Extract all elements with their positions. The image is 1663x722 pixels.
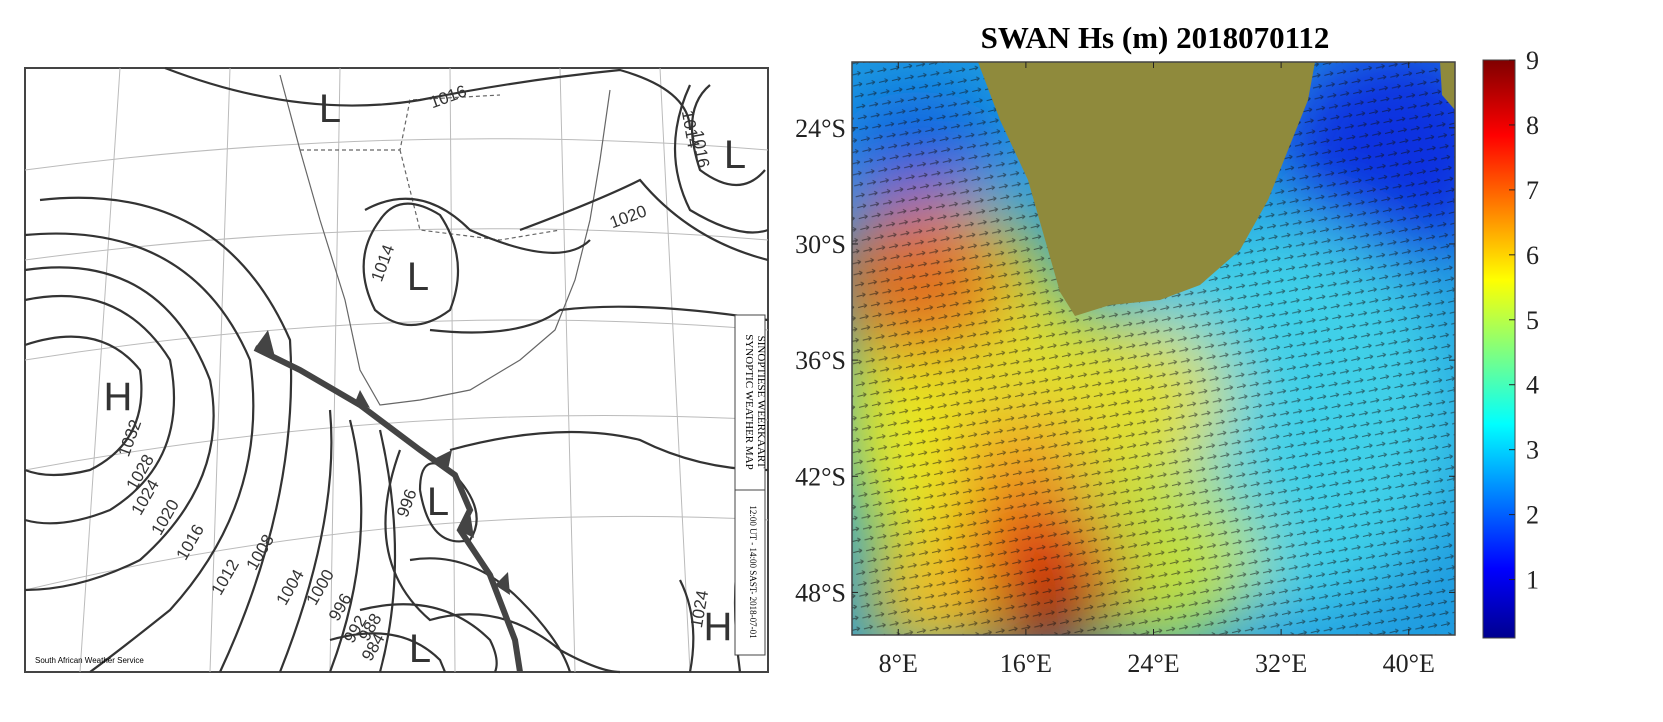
map-title: SYNOPTIC WEATHER MAP — [743, 334, 755, 469]
title-box — [734, 314, 766, 491]
pressure-system: H — [704, 605, 733, 649]
x-tick-label: 40°E — [1383, 649, 1435, 678]
time-box — [734, 489, 766, 656]
madagascar — [1440, 62, 1455, 110]
y-tick-label: 24°S — [795, 114, 846, 143]
coastline — [279, 74, 611, 406]
credit: South African Weather Service — [35, 656, 144, 665]
heatmap — [852, 62, 1455, 635]
colorbar-tick-label: 1 — [1526, 566, 1539, 595]
pressure-system: L — [409, 627, 431, 671]
x-tick-label: 32°E — [1255, 649, 1307, 678]
colorbar-tick-label: 8 — [1526, 111, 1539, 140]
map-subtitle: SINOPTIESE WEERKAART — [755, 336, 767, 469]
colorbar-tick-label: 6 — [1526, 241, 1539, 270]
map-frame — [24, 67, 769, 673]
colorbar-tick-label: 2 — [1526, 501, 1539, 530]
colorbar-tick-label: 3 — [1526, 436, 1539, 465]
pressure-system: H — [104, 375, 133, 419]
swan-map: SWAN Hs (m) 2018070112 8°E 16°E 24°E 32°E 40… — [795, 20, 1539, 678]
colorbar — [1482, 59, 1516, 639]
y-tick-label: 30°S — [795, 230, 846, 259]
y-tick-label: 42°S — [795, 462, 846, 491]
pressure-system: L — [724, 133, 746, 177]
pressure-system: L — [427, 480, 449, 524]
africa — [978, 62, 1315, 316]
x-tick-label: 16°E — [1000, 649, 1052, 678]
x-tick-label: 24°E — [1127, 649, 1179, 678]
pressure-system: L — [407, 255, 429, 299]
colorbar-tick-label: 5 — [1526, 306, 1539, 335]
colorbar-tick-label: 7 — [1526, 176, 1539, 205]
pressure-system: L — [319, 87, 341, 131]
y-tick-label: 48°S — [795, 578, 846, 607]
y-tick-label: 36°S — [795, 346, 846, 375]
cold-front — [253, 345, 523, 673]
graticule — [24, 67, 769, 673]
colorbar-tick-label: 9 — [1526, 46, 1539, 75]
swan-title: SWAN Hs (m) 2018070112 — [981, 20, 1330, 55]
synoptic-map: SYNOPTIC WEATHER MAP SINOPTIESE WEERKAAR… — [24, 66, 769, 674]
colorbar-tick-label: 4 — [1526, 371, 1539, 400]
isobars — [24, 66, 769, 674]
x-tick-label: 8°E — [879, 649, 918, 678]
front-symbols — [255, 330, 510, 595]
map-time: 12:00 UT - 14:00 SAST- 2018-07-01 — [748, 505, 758, 638]
